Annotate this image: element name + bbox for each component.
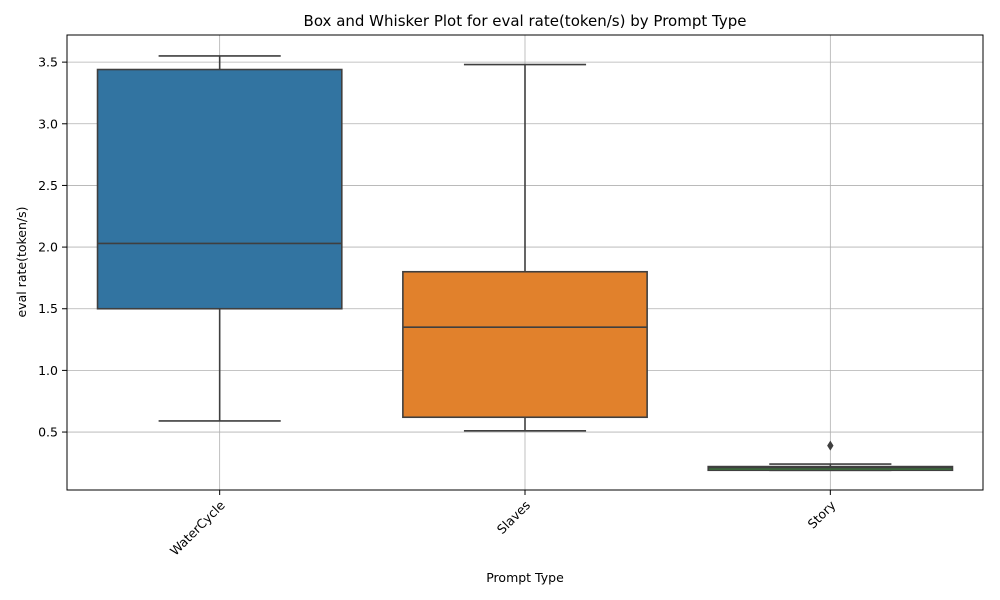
y-axis-label: eval rate(token/s) [14,206,29,317]
x-tick-label: WaterCycle [167,497,228,558]
y-tick-label: 1.0 [38,363,58,378]
box-body [402,270,648,419]
y-tick-label: 0.5 [38,425,58,440]
y-tick-label: 1.5 [38,301,58,316]
box-watercycle [96,55,343,422]
chart-title: Box and Whisker Plot for eval rate(token… [304,12,747,30]
box-story [707,440,954,472]
x-axis-ticks: WaterCycle Slaves Story [167,490,839,558]
y-tick-label: 3.5 [38,55,58,70]
x-tick-label: Slaves [494,498,533,537]
x-axis-label: Prompt Type [486,570,564,585]
boxes-layer [96,55,954,472]
box-body [96,68,343,310]
box-slaves [402,63,648,432]
outlier-point [827,440,834,451]
y-tick-label: 3.0 [38,116,58,131]
y-tick-label: 2.5 [38,178,58,193]
y-tick-label: 2.0 [38,240,58,255]
y-axis-ticks: 0.5 1.0 1.5 2.0 2.5 3.0 3.5 [38,55,67,440]
x-tick-label: Story [804,497,838,531]
